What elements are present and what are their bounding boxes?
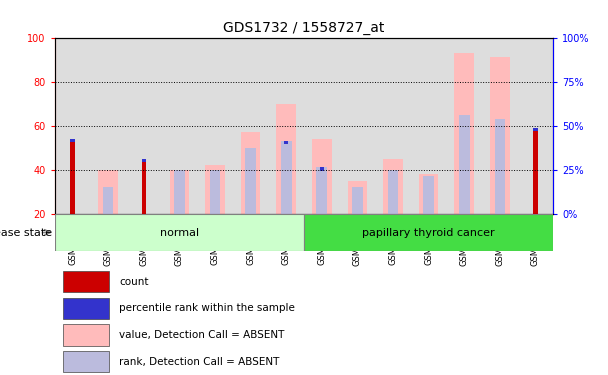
Bar [494,119,505,214]
Bar [383,159,403,214]
Bar [284,141,288,144]
Text: value, Detection Call = ABSENT: value, Detection Call = ABSENT [119,330,285,340]
Bar [459,115,469,214]
Bar [162,38,197,214]
Bar [304,38,340,214]
Bar [210,170,220,214]
Bar [312,139,331,214]
Bar [142,159,146,214]
Bar [281,141,291,214]
Bar [268,38,304,214]
Bar [71,139,75,142]
Bar [55,38,91,214]
Text: rank, Detection Call = ABSENT: rank, Detection Call = ABSENT [119,357,280,367]
Bar [304,214,553,251]
Bar [316,168,327,214]
Bar [482,38,517,214]
Bar [71,139,75,214]
Bar [63,351,109,372]
Bar [454,53,474,214]
Bar [98,170,118,214]
Bar [170,170,189,214]
Bar [388,170,398,214]
Bar [517,38,553,214]
Bar [348,181,367,214]
Title: GDS1732 / 1558727_at: GDS1732 / 1558727_at [223,21,385,35]
Bar [91,38,126,214]
Bar [446,38,482,214]
Bar [375,38,411,214]
Bar [241,132,260,214]
Bar [320,168,324,171]
Bar [411,38,446,214]
Text: disease state: disease state [0,228,52,237]
Bar [277,104,296,214]
Text: count: count [119,277,149,286]
Text: papillary thyroid cancer: papillary thyroid cancer [362,228,495,237]
Bar [205,165,225,214]
Bar [352,188,363,214]
Bar [533,128,537,214]
Bar [63,271,109,292]
Bar [63,324,109,346]
Bar [533,128,537,131]
Text: normal: normal [160,228,199,237]
Bar [490,57,510,214]
Bar [174,170,185,214]
Bar [419,174,438,214]
Bar [126,38,162,214]
Bar [63,297,109,319]
Bar [233,38,268,214]
Bar [197,38,233,214]
Bar [423,176,434,214]
Bar [55,214,304,251]
Bar [103,188,114,214]
Bar [142,159,146,162]
Text: percentile rank within the sample: percentile rank within the sample [119,303,295,313]
Bar [245,148,256,214]
Bar [340,38,375,214]
